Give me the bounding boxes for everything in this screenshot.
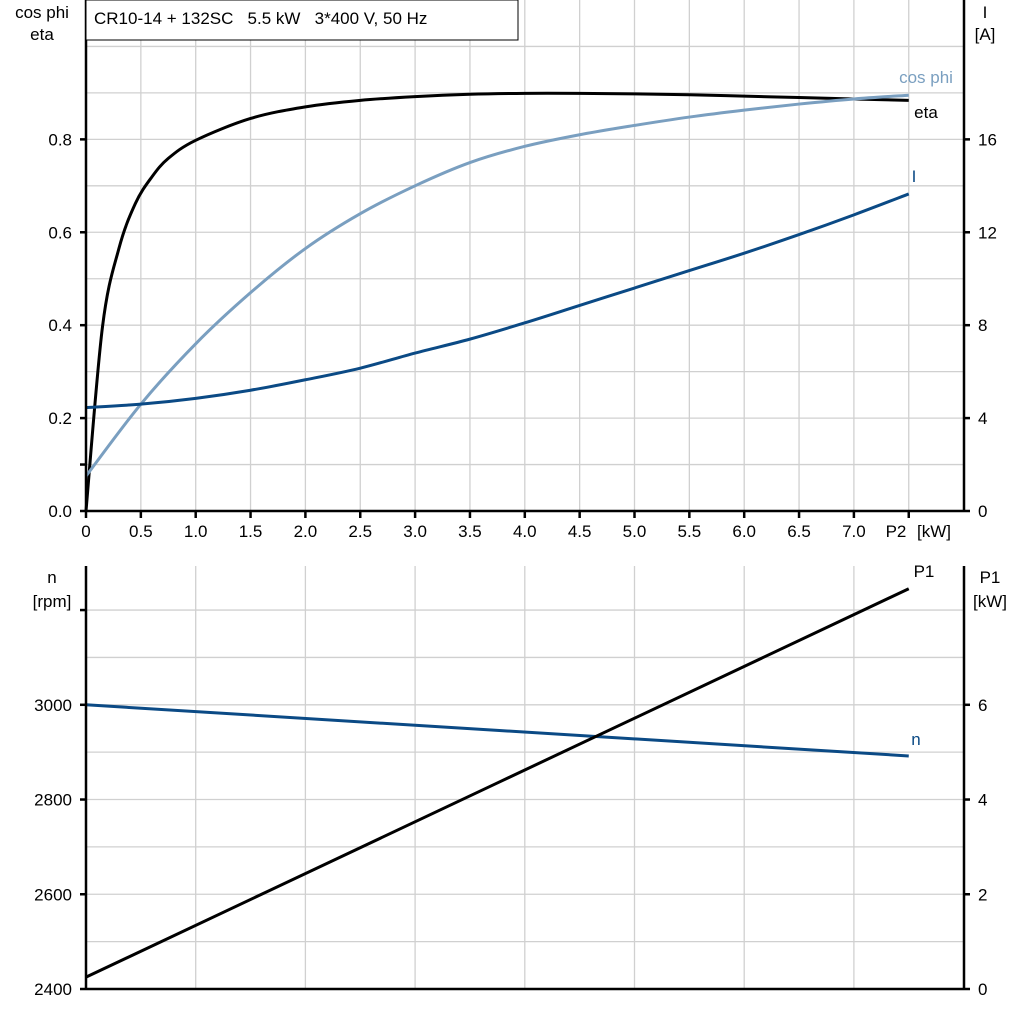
bottom-left-axis-label-2: [rpm] <box>33 592 72 611</box>
y-tick-label-left: 0.6 <box>48 223 72 242</box>
y-tick-label-right: 8 <box>978 316 987 335</box>
axes-layer: 0 0.5 1.0 1.5 2.0 2.5 3.0 3.5 4.0 4.5 5.0 5.5 6.0 6.5… <box>34 0 997 999</box>
y-tick-label-left: 2400 <box>34 980 72 999</box>
x-tick-label: 3.0 <box>403 522 427 541</box>
x-tick-label: 7.0 <box>842 522 866 541</box>
x-tick-label: 6.5 <box>787 522 811 541</box>
series-label-cos-phi: cos phi <box>899 68 953 87</box>
x-tick-label: 1.5 <box>239 522 263 541</box>
x-axis-label-p2: P2 <box>886 522 907 541</box>
x-tick-label: 2.0 <box>294 522 318 541</box>
top-left-axis-label-2: eta <box>30 25 54 44</box>
y-tick-label-right: 4 <box>978 409 987 428</box>
bottom-series-n <box>85 703 909 758</box>
y-tick-label-left: 3000 <box>34 696 72 715</box>
x-tick-label: 4.5 <box>568 522 592 541</box>
series-label-n: n <box>911 730 920 749</box>
y-tick-label-right: 2 <box>978 885 987 904</box>
series-label-eta: eta <box>914 103 938 122</box>
x-tick-label: 0 <box>81 522 90 541</box>
top-series-i <box>85 192 910 410</box>
x-tick-label: 5.5 <box>678 522 702 541</box>
x-axis-unit: [kW] <box>917 522 951 541</box>
bottom-series-p1 <box>85 587 910 979</box>
y-tick-label-left: 0.2 <box>48 409 72 428</box>
x-tick-label: 6.0 <box>732 522 756 541</box>
y-tick-label-left: 0.0 <box>48 502 72 521</box>
bottom-right-axis-label-2: [kW] <box>973 592 1007 611</box>
y-tick-label-right: 4 <box>978 791 987 810</box>
y-tick-label-left: 0.8 <box>48 130 72 149</box>
y-tick-label-right: 0 <box>978 502 987 521</box>
y-tick-label-right: 6 <box>978 696 987 715</box>
top-right-axis-label-1: I <box>983 3 988 22</box>
series-label-p1: P1 <box>914 562 935 581</box>
x-tick-label: 2.5 <box>348 522 372 541</box>
series-layer <box>84 91 910 979</box>
x-tick-label: 3.5 <box>458 522 482 541</box>
x-tick-label: 4.0 <box>513 522 537 541</box>
y-tick-label-right: 16 <box>978 130 997 149</box>
bottom-left-axis-label-1: n <box>47 568 56 587</box>
x-tick-label: 5.0 <box>623 522 647 541</box>
top-series-eta <box>84 91 909 512</box>
x-tick-label: 0.5 <box>129 522 153 541</box>
y-tick-label-left: 2800 <box>34 791 72 810</box>
bottom-right-axis-label-1: P1 <box>980 568 1001 587</box>
x-tick-label: 1.0 <box>184 522 208 541</box>
top-right-axis-label-2: [A] <box>975 25 996 44</box>
y-tick-label-left: 0.4 <box>48 316 72 335</box>
y-tick-label-right: 0 <box>978 980 987 999</box>
y-tick-label-left: 2600 <box>34 885 72 904</box>
y-tick-label-right: 12 <box>978 223 997 242</box>
top-left-axis-label-1: cos phi <box>15 3 69 22</box>
top-grid <box>86 0 965 511</box>
top-series-cos-phi <box>84 93 909 478</box>
title-box <box>85 0 519 41</box>
chart-title: CR10-14 + 132SC 5.5 kW 3*400 V, 50 Hz <box>94 9 427 28</box>
series-label-i: I <box>912 167 917 186</box>
bottom-grid <box>86 566 965 989</box>
